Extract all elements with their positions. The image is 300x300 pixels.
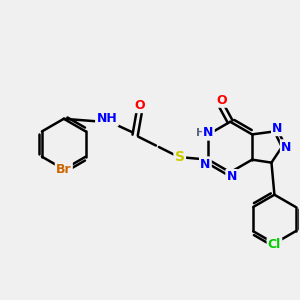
Text: N: N bbox=[200, 158, 211, 171]
Text: N: N bbox=[272, 122, 283, 135]
Text: N: N bbox=[226, 170, 237, 183]
Text: H: H bbox=[196, 128, 206, 138]
Text: N: N bbox=[281, 140, 292, 154]
Text: NH: NH bbox=[97, 112, 117, 125]
Text: Br: Br bbox=[56, 163, 72, 176]
Text: O: O bbox=[134, 99, 145, 112]
Text: S: S bbox=[175, 150, 185, 164]
Text: Cl: Cl bbox=[268, 238, 281, 251]
Text: O: O bbox=[216, 94, 226, 106]
Text: N: N bbox=[203, 126, 214, 140]
Text: NH: NH bbox=[97, 112, 117, 125]
